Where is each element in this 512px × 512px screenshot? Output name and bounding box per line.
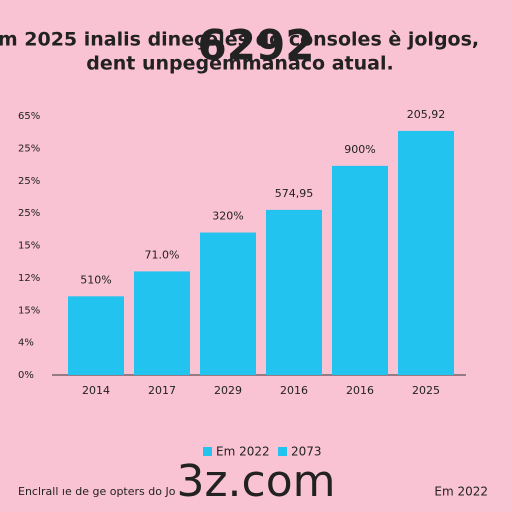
- x-tick-label: 2016: [280, 384, 308, 397]
- bar: [266, 209, 322, 375]
- legend-label: Em 2022: [216, 445, 270, 459]
- chart-subtitle: dent unpegemmanaco atual.: [86, 53, 393, 75]
- annotation: 71.0%: [145, 248, 180, 261]
- annotation: 205,92: [407, 108, 446, 121]
- bar: [200, 232, 256, 375]
- chart-title: Em 2025 inalis dineçeles do consoles è j…: [0, 29, 479, 51]
- bar: [332, 165, 388, 375]
- y-tick-label: 65%: [18, 111, 40, 122]
- y-tick-label: 15%: [18, 305, 40, 316]
- x-tick-label: 2029: [214, 384, 242, 397]
- legend-label: 2073: [291, 445, 322, 459]
- legend-swatch: [278, 447, 287, 456]
- y-tick-label: 0%: [18, 370, 34, 381]
- y-tick-label: 12%: [18, 273, 40, 284]
- y-tick-label: 25%: [18, 143, 40, 154]
- footer-right: Em 2022: [434, 485, 488, 499]
- y-tick-label: 4%: [18, 338, 34, 349]
- x-tick-label: 2017: [148, 384, 176, 397]
- bar: [134, 271, 190, 375]
- annotation: 510%: [80, 273, 111, 286]
- bar: [398, 130, 454, 375]
- annotation: 574,95: [275, 187, 314, 200]
- footer-left: Enclrall ıe de ge opters do Jo: [18, 485, 176, 498]
- x-tick-label: 2014: [82, 384, 110, 397]
- overlay-number: 6292: [198, 21, 315, 70]
- annotation: 900%: [344, 143, 375, 156]
- x-tick-label: 2025: [412, 384, 440, 397]
- watermark: 3z.com: [176, 456, 335, 507]
- y-tick-label: 25%: [18, 176, 40, 187]
- bar: [68, 296, 124, 375]
- x-tick-label: 2016: [346, 384, 374, 397]
- legend-swatch: [203, 447, 212, 456]
- annotation: 320%: [212, 210, 243, 223]
- y-tick-label: 15%: [18, 241, 40, 252]
- y-tick-label: 25%: [18, 208, 40, 219]
